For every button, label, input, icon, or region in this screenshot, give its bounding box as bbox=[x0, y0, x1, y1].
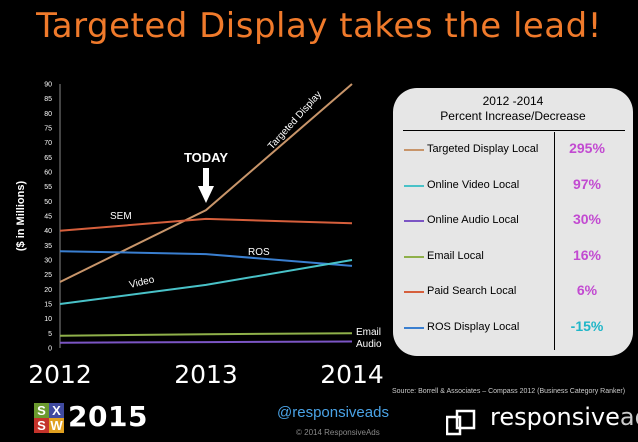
brand-main: responsive bbox=[490, 403, 620, 431]
panel-row-value: 6% bbox=[576, 282, 598, 298]
series-label-video: Video bbox=[128, 274, 156, 291]
panel-divider bbox=[403, 130, 625, 131]
legend-swatch bbox=[404, 184, 424, 187]
y-tick-label: 0 bbox=[48, 346, 52, 353]
brand-wordmark: responsiveads bbox=[490, 403, 638, 431]
responsiveads-logo-icon bbox=[446, 409, 476, 436]
series-line-targeted-display bbox=[59, 83, 353, 283]
today-arrow-head bbox=[198, 186, 214, 203]
series-label-targeted-display: Targeted Display bbox=[266, 89, 324, 152]
twitter-handle[interactable]: @responsiveads bbox=[277, 404, 389, 421]
y-tick-label: 50 bbox=[44, 199, 52, 206]
y-tick-label: 65 bbox=[44, 155, 52, 162]
sxsw-letter: W bbox=[49, 418, 64, 433]
panel-row: Online Audio Local 30% bbox=[393, 211, 633, 231]
series-label-audio: Audio bbox=[356, 339, 382, 350]
brand-accent: ads bbox=[619, 403, 638, 431]
series-line-ros bbox=[59, 250, 353, 267]
series-label-ros: ROS bbox=[248, 247, 270, 258]
y-tick-label: 80 bbox=[44, 111, 52, 118]
x-tick-label: 2013 bbox=[174, 360, 238, 389]
y-tick-label: 15 bbox=[44, 302, 52, 309]
percent-change-panel: 2012 -2014 Percent Increase/Decrease Tar… bbox=[393, 88, 633, 356]
panel-column-divider bbox=[554, 132, 555, 350]
panel-row-label: Email Local bbox=[427, 249, 484, 262]
panel-heading-subtitle: Percent Increase/Decrease bbox=[440, 109, 586, 123]
y-tick-label: 45 bbox=[44, 214, 52, 221]
y-tick-label: 20 bbox=[44, 287, 52, 294]
series-line-audio bbox=[59, 340, 353, 344]
x-tick-label: 2012 bbox=[28, 360, 92, 389]
legend-swatch bbox=[404, 291, 424, 293]
panel-row-label: Targeted Display Local bbox=[427, 143, 539, 155]
panel-row: Online Video Local 97% bbox=[393, 176, 633, 196]
legend-swatch bbox=[404, 220, 424, 222]
sxsw-logo: S X S W bbox=[34, 403, 64, 433]
y-tick-label: 85 bbox=[44, 96, 52, 103]
series-line-sem bbox=[59, 217, 353, 232]
sxsw-letter: S bbox=[34, 403, 49, 418]
y-tick-label: 30 bbox=[44, 258, 52, 265]
y-tick-label: 10 bbox=[44, 316, 52, 323]
panel-row-label: Online Video Local bbox=[427, 178, 520, 191]
y-tick-label: 60 bbox=[44, 170, 52, 177]
panel-heading-years: 2012 -2014 bbox=[482, 94, 544, 108]
legend-swatch bbox=[404, 255, 424, 258]
y-axis-title: ($ in Millions) bbox=[15, 181, 27, 252]
x-tick-label: 2014 bbox=[320, 360, 384, 389]
y-tick-label: 5 bbox=[48, 331, 52, 338]
y-tick-label: 35 bbox=[44, 243, 52, 250]
panel-row-value: 30% bbox=[572, 211, 602, 227]
series-line-email bbox=[59, 332, 353, 337]
panel-row: Targeted Display Local 295% bbox=[393, 140, 633, 160]
panel-row-label: Online Audio Local bbox=[427, 214, 519, 226]
panel-row-value: 16% bbox=[572, 246, 602, 263]
legend-swatch bbox=[404, 326, 424, 329]
y-tick-label: 25 bbox=[44, 272, 52, 279]
today-arrow-shaft bbox=[203, 168, 209, 187]
y-tick-label: 90 bbox=[44, 82, 52, 89]
panel-row-value: 295% bbox=[569, 140, 605, 156]
sxsw-letter: X bbox=[49, 403, 64, 418]
y-tick-label: 40 bbox=[44, 228, 52, 235]
copyright-text: © 2014 ResponsiveAds bbox=[296, 428, 380, 437]
series-line-video bbox=[59, 259, 353, 305]
legend-swatch bbox=[404, 149, 424, 151]
slide-title: Targeted Display takes the lead! bbox=[36, 6, 602, 46]
panel-row: Email Local 16% bbox=[393, 247, 633, 267]
source-note: Source: Borrell & Associates – Compass 2… bbox=[392, 388, 626, 395]
panel-row-value: -15% bbox=[570, 317, 604, 334]
sxsw-year: 2015 bbox=[68, 400, 148, 433]
sxsw-letter: S bbox=[34, 418, 49, 433]
series-label-sem: SEM bbox=[110, 211, 132, 222]
y-tick-label: 55 bbox=[44, 184, 52, 191]
today-annotation: TODAY bbox=[184, 150, 228, 165]
panel-row: Paid Search Local 6% bbox=[393, 282, 633, 302]
panel-row-label: Paid Search Local bbox=[427, 285, 517, 297]
panel-row: ROS Display Local -15% bbox=[393, 318, 633, 338]
series-label-email: Email bbox=[356, 327, 381, 338]
panel-row-label: ROS Display Local bbox=[427, 320, 520, 333]
y-tick-label: 70 bbox=[44, 140, 52, 147]
y-tick-label: 75 bbox=[44, 126, 52, 133]
panel-row-value: 97% bbox=[572, 175, 602, 192]
panel-heading: 2012 -2014 Percent Increase/Decrease bbox=[393, 94, 633, 124]
